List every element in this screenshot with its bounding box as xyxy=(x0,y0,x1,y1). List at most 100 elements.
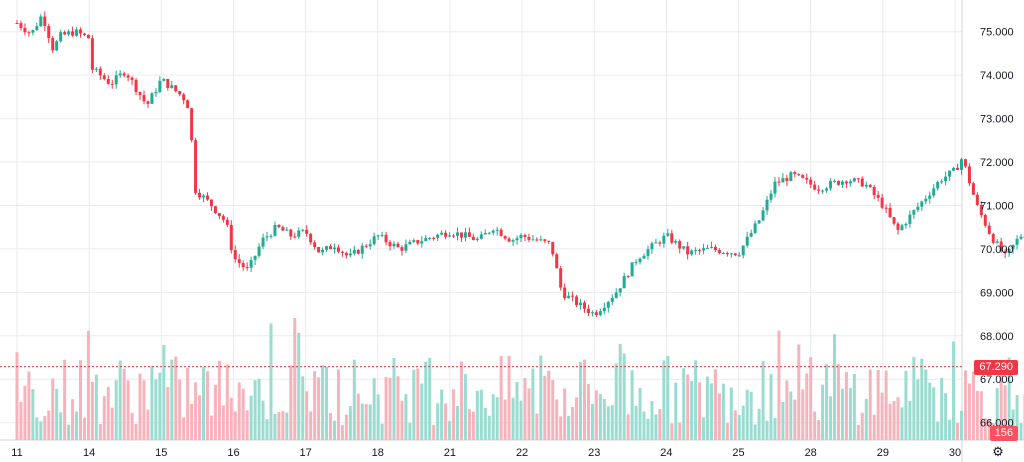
candle-body xyxy=(51,38,55,51)
candle-body xyxy=(698,250,702,252)
volume-bar xyxy=(729,387,733,440)
candle-body xyxy=(305,229,309,234)
volume-bar xyxy=(936,421,940,440)
candle-body xyxy=(694,250,698,252)
candle-body xyxy=(932,188,936,196)
volume-bar xyxy=(360,403,364,440)
x-tick-label: 22 xyxy=(516,447,528,459)
settings-icon[interactable]: ⚙ xyxy=(992,444,1004,459)
volume-bar xyxy=(102,396,106,440)
volume-bar xyxy=(321,365,325,440)
volume-bar xyxy=(777,330,781,440)
candle-body xyxy=(749,232,753,237)
volume-bar xyxy=(503,399,507,440)
candle-body xyxy=(575,296,579,306)
volume-bar xyxy=(146,409,150,440)
candle-body xyxy=(686,246,690,255)
volume-bar xyxy=(340,424,344,440)
volume-bar xyxy=(138,373,142,440)
volume-bar xyxy=(245,410,249,440)
y-tick-label: 72.000 xyxy=(980,157,1014,169)
volume-bar xyxy=(745,389,749,440)
volume-bar xyxy=(829,396,833,440)
volume-bar xyxy=(610,405,614,440)
volume-bar xyxy=(801,389,805,440)
volume-bar xyxy=(237,382,241,440)
volume-bar xyxy=(15,352,19,440)
candle-body xyxy=(190,108,194,141)
candle-body xyxy=(281,227,285,231)
candle-body xyxy=(257,246,261,256)
volume-bar xyxy=(539,355,543,440)
candle-body xyxy=(1019,236,1023,239)
volume-bar xyxy=(678,422,682,440)
volume-bar xyxy=(209,415,213,440)
candle-body xyxy=(515,238,519,241)
y-tick-label: 69.000 xyxy=(980,287,1014,299)
candle-body xyxy=(622,276,626,289)
volume-bar xyxy=(110,407,114,440)
candle-body xyxy=(1011,244,1015,249)
candle-body xyxy=(682,246,686,249)
volume-bar xyxy=(694,360,698,440)
candle-body xyxy=(372,236,376,245)
candle-body xyxy=(110,83,114,85)
candle-body xyxy=(1003,251,1007,254)
candle-body xyxy=(479,234,483,239)
candle-body xyxy=(82,33,86,35)
candle-body xyxy=(670,233,674,243)
volume-bar xyxy=(1007,357,1011,440)
candle-body xyxy=(376,235,380,237)
volume-bar xyxy=(757,408,761,440)
candle-body xyxy=(650,243,654,250)
candle-body xyxy=(825,188,829,191)
volume-bar xyxy=(154,379,158,440)
volume-bar xyxy=(487,415,491,440)
candle-body xyxy=(261,237,265,247)
volume-bar xyxy=(1015,395,1019,440)
volume-bar xyxy=(618,344,622,440)
volume-bar xyxy=(702,417,706,440)
candle-body xyxy=(134,79,138,93)
candle-body xyxy=(924,198,928,202)
candle-body xyxy=(737,255,741,257)
candle-body xyxy=(940,181,944,183)
volume-bar xyxy=(55,388,59,440)
candle-body xyxy=(571,295,575,297)
candle-body xyxy=(733,253,737,256)
candle-body xyxy=(900,225,904,231)
candle-body xyxy=(638,258,642,263)
volume-bar xyxy=(586,383,590,440)
candle-body xyxy=(209,199,213,207)
x-tick-label: 17 xyxy=(299,447,311,459)
candle-body xyxy=(963,159,967,167)
volume-bar xyxy=(773,418,777,440)
volume-bar xyxy=(674,382,678,440)
candle-body xyxy=(455,232,459,236)
candle-body xyxy=(198,192,202,198)
volume-bar xyxy=(1019,422,1023,440)
candle-body xyxy=(241,263,245,268)
volume-bar xyxy=(666,355,670,440)
volume-bar xyxy=(940,377,944,440)
candle-body xyxy=(440,232,444,235)
candle-body xyxy=(884,207,888,209)
volume-badge: 156 xyxy=(989,426,1018,441)
candle-body xyxy=(829,181,833,189)
volume-bar xyxy=(90,381,94,440)
candle-body xyxy=(90,38,94,70)
volume-bar xyxy=(118,360,122,440)
y-tick-label: 70.000 xyxy=(980,244,1014,256)
volume-bar xyxy=(186,367,190,440)
candle-body xyxy=(332,247,336,250)
candle-body xyxy=(952,167,956,171)
candle-body xyxy=(285,229,289,231)
candle-body xyxy=(229,224,233,251)
volume-bar xyxy=(35,417,39,440)
candle-body xyxy=(563,287,567,299)
candle-body xyxy=(717,249,721,254)
volume-bar xyxy=(963,370,967,440)
candle-body xyxy=(864,184,868,187)
candle-body xyxy=(868,184,872,187)
